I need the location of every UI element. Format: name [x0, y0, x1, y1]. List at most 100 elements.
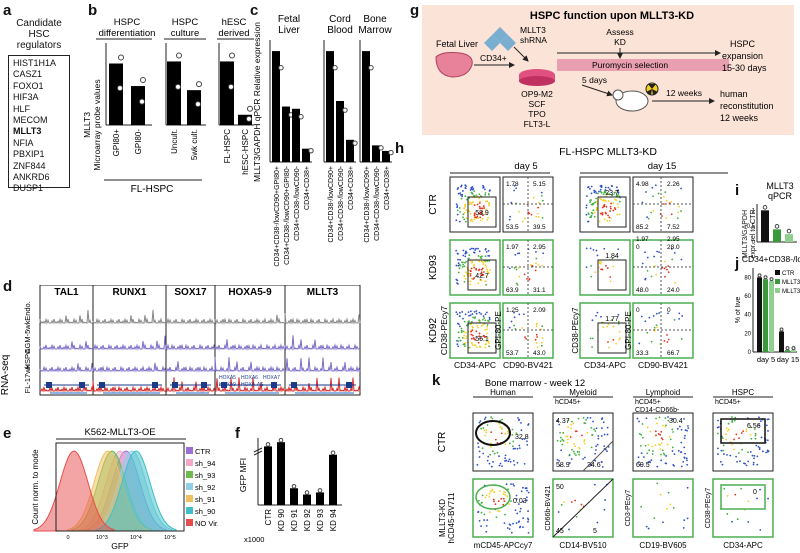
- data-point: [278, 437, 284, 443]
- event-dot: [672, 431, 674, 433]
- panel-a-title: Candidate HSC regulators: [8, 18, 70, 51]
- event-dot: [618, 213, 621, 216]
- event-dot: [736, 518, 739, 521]
- event-dot: [731, 419, 734, 422]
- event-dot: [601, 465, 604, 468]
- event-dot: [573, 442, 575, 445]
- gate-value: 50: [556, 484, 564, 491]
- row-label: hCD45-BV711: [447, 492, 456, 544]
- event-dot: [462, 254, 465, 257]
- event-dot: [516, 461, 519, 464]
- event-dot: [542, 252, 545, 255]
- event-dot: [766, 418, 769, 421]
- event-dot: [525, 487, 528, 490]
- exon: [172, 382, 178, 388]
- event-dot: [464, 204, 467, 207]
- event-dot: [606, 219, 609, 222]
- event-dot: [590, 275, 593, 278]
- event-dot: [515, 432, 518, 435]
- event-dot: [614, 198, 616, 201]
- event-dot: [486, 332, 488, 335]
- signal-track: [39, 362, 94, 373]
- event-dot: [735, 455, 738, 458]
- event-dot: [487, 249, 490, 252]
- event-dot: [541, 264, 544, 267]
- event-dot: [684, 429, 687, 431]
- category-label: CD34+CD38-/lowCD90-: [294, 165, 301, 241]
- event-dot: [640, 433, 643, 436]
- y-axis-label: CD3-PEcy7: [625, 490, 632, 527]
- category-label: CD34+CD38-/lowCD90+: [328, 166, 335, 243]
- event-dot: [590, 185, 593, 188]
- event-dot: [476, 463, 479, 466]
- event-dot: [526, 517, 529, 520]
- event-dot: [604, 189, 607, 191]
- event-dot: [683, 457, 686, 459]
- event-dot: [612, 265, 614, 268]
- event-dot: [487, 193, 490, 195]
- hox-label: HOXA-AS: [241, 382, 264, 388]
- event-dot: [462, 249, 465, 252]
- event-dot: [535, 262, 537, 265]
- event-dot: [485, 212, 487, 215]
- data-point: [779, 327, 784, 332]
- gate-value: 0: [753, 489, 757, 496]
- event-dot: [600, 435, 603, 437]
- event-dot: [484, 261, 487, 263]
- event-dot: [468, 203, 471, 206]
- event-dot: [667, 271, 670, 274]
- row-label: Endo.: [23, 301, 32, 321]
- data-point: [317, 488, 323, 493]
- event-dot: [472, 187, 475, 190]
- event-dot: [717, 447, 719, 450]
- panel-k-letter: k: [432, 372, 441, 389]
- panel-a-letter: a: [3, 2, 12, 19]
- y-axis-label: MLLT3: [82, 112, 92, 138]
- panel-e-letter: e: [3, 425, 12, 442]
- event-dot: [481, 274, 484, 277]
- bar: [109, 63, 123, 125]
- event-dot: [612, 209, 615, 212]
- axis-break: [253, 450, 263, 456]
- gene-item: CASZ1: [13, 69, 43, 80]
- bar: [791, 350, 796, 352]
- event-dot: [731, 443, 734, 446]
- quad-value: 1.97: [506, 244, 519, 251]
- event-dot: [464, 271, 467, 274]
- data-point: [763, 275, 768, 280]
- event-dot: [594, 459, 597, 462]
- dish-bottom: [519, 76, 555, 86]
- event-dot: [469, 310, 472, 313]
- gate-value: 23.7: [605, 190, 619, 197]
- event-dot: [650, 340, 653, 343]
- event-dot: [474, 249, 477, 251]
- event-dot: [540, 191, 543, 194]
- event-dot: [484, 255, 487, 258]
- event-dot: [475, 346, 478, 349]
- gate-value: 58.9: [475, 210, 489, 217]
- event-dot: [667, 491, 670, 494]
- event-dot: [477, 442, 479, 445]
- culture-item: OP9-M2: [521, 89, 553, 99]
- event-dot: [516, 283, 519, 286]
- gate: [475, 484, 511, 510]
- event-dot: [477, 282, 480, 285]
- x-axis-label: CD34-APC: [723, 541, 763, 550]
- culture-item: FLT3-L: [524, 119, 551, 129]
- event-dot: [664, 417, 667, 420]
- facs-plot: [579, 239, 631, 296]
- event-dot: [535, 257, 538, 260]
- event-dot: [747, 451, 749, 454]
- column-sub: CD14-CD66b-: [635, 407, 680, 414]
- event-dot: [585, 418, 587, 421]
- event-dot: [765, 424, 768, 427]
- event-dot: [478, 268, 481, 271]
- event-dot: [478, 311, 481, 314]
- event-dot: [508, 218, 511, 221]
- event-dot: [516, 252, 519, 255]
- culture-item: SCF: [529, 99, 546, 109]
- event-dot: [461, 261, 463, 264]
- event-dot: [512, 483, 515, 486]
- quad-value: 1.25: [506, 307, 519, 314]
- event-dot: [467, 311, 470, 314]
